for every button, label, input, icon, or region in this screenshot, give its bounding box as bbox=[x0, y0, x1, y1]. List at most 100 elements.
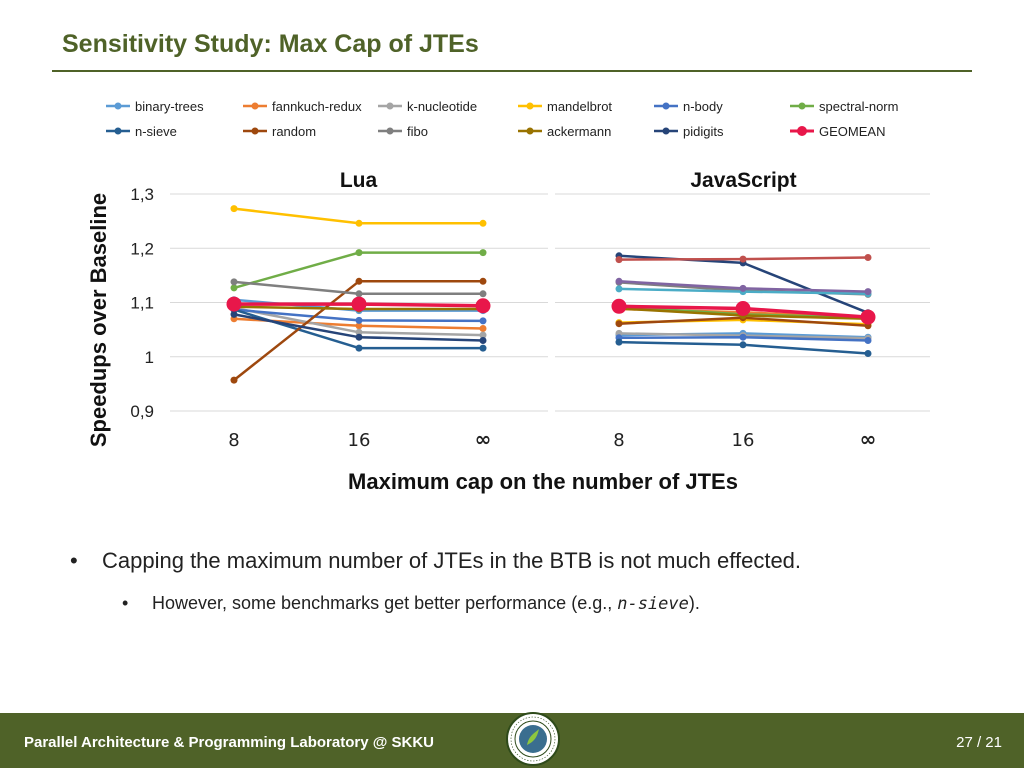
footer-bar: Parallel Architecture & Programming Labo… bbox=[0, 712, 1024, 768]
legend-item-fannkuch-redux: fannkuch-redux bbox=[242, 96, 362, 116]
x-tick-label: ∞ bbox=[475, 427, 492, 451]
data-point bbox=[864, 288, 872, 296]
data-point bbox=[479, 219, 487, 227]
bullet-sub-code: n-sieve bbox=[617, 594, 689, 614]
data-point bbox=[479, 277, 487, 285]
panel-title: JavaScript bbox=[690, 169, 796, 192]
speedup-chart: 1,3 1,2 1,1 1 0,9 Speedups over Baseline Maxim… bbox=[86, 169, 930, 494]
panel-title: Lua bbox=[340, 169, 378, 192]
legend-swatch bbox=[654, 127, 678, 135]
legend-item-k-nucleotide: k-nucleotide bbox=[377, 96, 477, 116]
bullet-sub: • However, some benchmarks get better per… bbox=[122, 593, 700, 614]
legend-item-spectral-norm: spectral-norm bbox=[789, 96, 898, 116]
series-n-body bbox=[230, 306, 487, 325]
data-point bbox=[864, 337, 872, 344]
series-geomean bbox=[226, 296, 491, 314]
legend-swatch bbox=[106, 102, 130, 110]
data-point bbox=[479, 337, 487, 344]
data-point bbox=[355, 219, 363, 227]
legend-label: n-sieve bbox=[135, 123, 177, 139]
series-series bbox=[615, 277, 872, 296]
data-point bbox=[864, 254, 872, 261]
legend-label: mandelbrot bbox=[547, 98, 613, 114]
data-point bbox=[615, 277, 623, 285]
data-point bbox=[355, 344, 363, 352]
data-point bbox=[615, 285, 623, 293]
data-point bbox=[355, 333, 363, 341]
y-tick-label: 1,3 bbox=[130, 185, 154, 204]
legend-item-ackermann: ackermann bbox=[517, 121, 611, 141]
data-point bbox=[230, 278, 238, 286]
y-axis-title: Speedups over Baseline bbox=[86, 193, 111, 447]
bullet-main-text: Capping the maximum number of JTEs in th… bbox=[102, 548, 802, 573]
legend-item-n-sieve: n-sieve bbox=[105, 121, 177, 141]
bullet-sub-suffix: ). bbox=[688, 593, 700, 613]
legend-swatch bbox=[790, 102, 814, 110]
legend-label: fibo bbox=[407, 123, 428, 139]
x-tick-label: ∞ bbox=[860, 427, 877, 451]
legend-item-mandelbrot: mandelbrot bbox=[517, 96, 612, 116]
legend-label: binary-trees bbox=[135, 98, 204, 114]
series-mandelbrot bbox=[230, 205, 487, 227]
legend-label: pidigits bbox=[683, 123, 724, 139]
series-random bbox=[230, 277, 487, 384]
x-tick-label: 16 bbox=[348, 430, 371, 451]
series-pidigits bbox=[230, 310, 487, 344]
university-seal-icon bbox=[506, 712, 560, 766]
y-tick-label: 0,9 bbox=[130, 402, 154, 421]
data-point bbox=[479, 317, 487, 325]
data-point bbox=[479, 344, 487, 352]
bullet-main: • Capping the maximum number of JTEs in t… bbox=[70, 548, 802, 573]
data-point bbox=[735, 301, 751, 316]
legend-swatch bbox=[518, 127, 542, 135]
legend-swatch bbox=[518, 102, 542, 110]
legend-swatch bbox=[378, 102, 402, 110]
series-n-sieve bbox=[615, 338, 872, 357]
data-point bbox=[864, 350, 872, 357]
data-point bbox=[355, 328, 363, 336]
series-spectral-norm bbox=[230, 249, 487, 292]
legend-label: ackermann bbox=[547, 123, 612, 139]
data-point bbox=[351, 296, 367, 312]
data-point bbox=[230, 310, 238, 318]
y-tick-label: 1,1 bbox=[130, 294, 154, 313]
data-point bbox=[479, 325, 487, 332]
data-point bbox=[611, 298, 627, 314]
legend-label: random bbox=[272, 123, 317, 139]
legend-label: GEOMEAN bbox=[819, 123, 886, 139]
data-point bbox=[355, 322, 363, 330]
data-point bbox=[355, 316, 363, 324]
panel-lua: Lua 8 16 ∞ bbox=[226, 169, 492, 451]
bullet-sub-prefix: However, some benchmarks get better perf… bbox=[152, 593, 618, 613]
data-point bbox=[355, 277, 363, 285]
data-point bbox=[226, 296, 242, 312]
data-point bbox=[355, 249, 363, 257]
panel-javascript: JavaScript 8 16 ∞ bbox=[611, 169, 877, 451]
page-number: 27 / 21 bbox=[956, 734, 1002, 751]
legend-item-pidigits: pidigits bbox=[653, 121, 723, 141]
legend-swatch bbox=[654, 102, 678, 110]
series-series bbox=[615, 254, 872, 264]
legend-label: spectral-norm bbox=[819, 98, 899, 114]
legend-swatch bbox=[243, 127, 267, 135]
legend-item-fibo: fibo bbox=[377, 121, 428, 141]
legend-label: k-nucleotide bbox=[407, 98, 478, 114]
data-point bbox=[479, 331, 487, 339]
data-point bbox=[479, 290, 487, 298]
legend-item-random: random bbox=[242, 121, 316, 141]
data-point bbox=[739, 341, 747, 349]
legend-item-n-body: n-body bbox=[653, 96, 723, 116]
legend-label: fannkuch-redux bbox=[272, 98, 362, 114]
data-point bbox=[739, 333, 747, 341]
legend-label: n-body bbox=[683, 98, 723, 114]
data-point bbox=[479, 249, 487, 257]
legend-swatch bbox=[378, 127, 402, 135]
data-point bbox=[615, 256, 623, 264]
legend-swatch bbox=[243, 102, 267, 110]
slide-title: Sensitivity Study: Max Cap of JTEs bbox=[62, 30, 479, 58]
data-point bbox=[739, 284, 747, 292]
data-point bbox=[355, 290, 363, 298]
title-divider bbox=[52, 70, 972, 72]
data-point bbox=[615, 320, 623, 328]
x-axis-title: Maximum cap on the number of JTEs bbox=[348, 469, 738, 494]
